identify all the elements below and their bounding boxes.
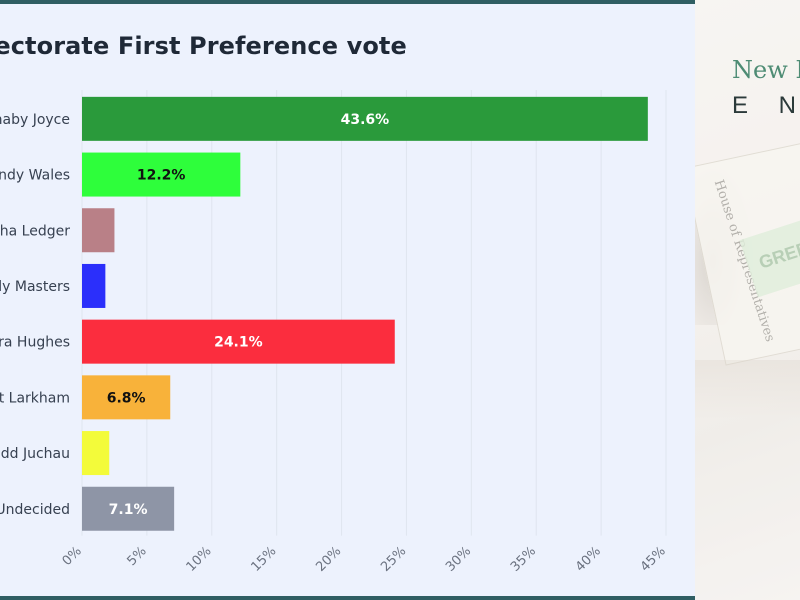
photo-floor [695, 360, 800, 420]
brand-subtitle: E N [732, 92, 800, 119]
bar-4 [82, 319, 395, 364]
bar-2 [82, 208, 115, 253]
category-label-6: dd Juchau [1, 446, 70, 462]
x-tick-label-4: 20% [313, 544, 344, 575]
x-tick-label-0: 0% [60, 544, 85, 569]
bar-3 [82, 263, 106, 308]
data-label-0: 43.6% [341, 112, 390, 128]
category-label-7: Undecided [0, 502, 70, 518]
x-tick-label-7: 35% [508, 544, 539, 575]
category-label-2: sha Ledger [0, 223, 70, 239]
bar-0 [82, 96, 648, 141]
photo-overlay [695, 0, 800, 600]
x-tick-label-9: 45% [638, 544, 669, 575]
bar-7 [82, 486, 175, 531]
category-label-0: naby Joyce [0, 112, 70, 128]
chart-panel: lectorate First Preference vote naby Joy… [0, 0, 695, 600]
bar-5 [82, 375, 171, 420]
data-label-7: 7.1% [109, 502, 148, 518]
category-label-3: lly Masters [0, 279, 70, 295]
x-tick-label-5: 25% [378, 544, 409, 575]
category-label-4: ura Hughes [0, 335, 70, 351]
data-label-5: 6.8% [107, 390, 146, 406]
x-tick-label-8: 40% [573, 544, 604, 575]
data-label-4: 24.1% [214, 335, 263, 351]
chart-title: lectorate First Preference vote [0, 32, 407, 60]
x-tick-label-1: 5% [125, 544, 150, 569]
brand-title: New E [732, 56, 800, 84]
category-label-1: endy Wales [0, 168, 70, 184]
data-label-1: 12.2% [137, 168, 186, 184]
x-tick-label-3: 15% [248, 544, 279, 575]
bar-6 [82, 431, 110, 476]
side-photo-panel: House of Representatives GREE New E E N [695, 0, 800, 600]
x-tick-label-2: 10% [184, 544, 215, 575]
bar-1 [82, 152, 241, 197]
bar-chart: naby Joyce 43.6% endy Wales 12.2% sha Ledger… [0, 90, 669, 575]
x-tick-label-6: 30% [443, 544, 474, 575]
category-label-5: t Larkham [0, 390, 70, 406]
